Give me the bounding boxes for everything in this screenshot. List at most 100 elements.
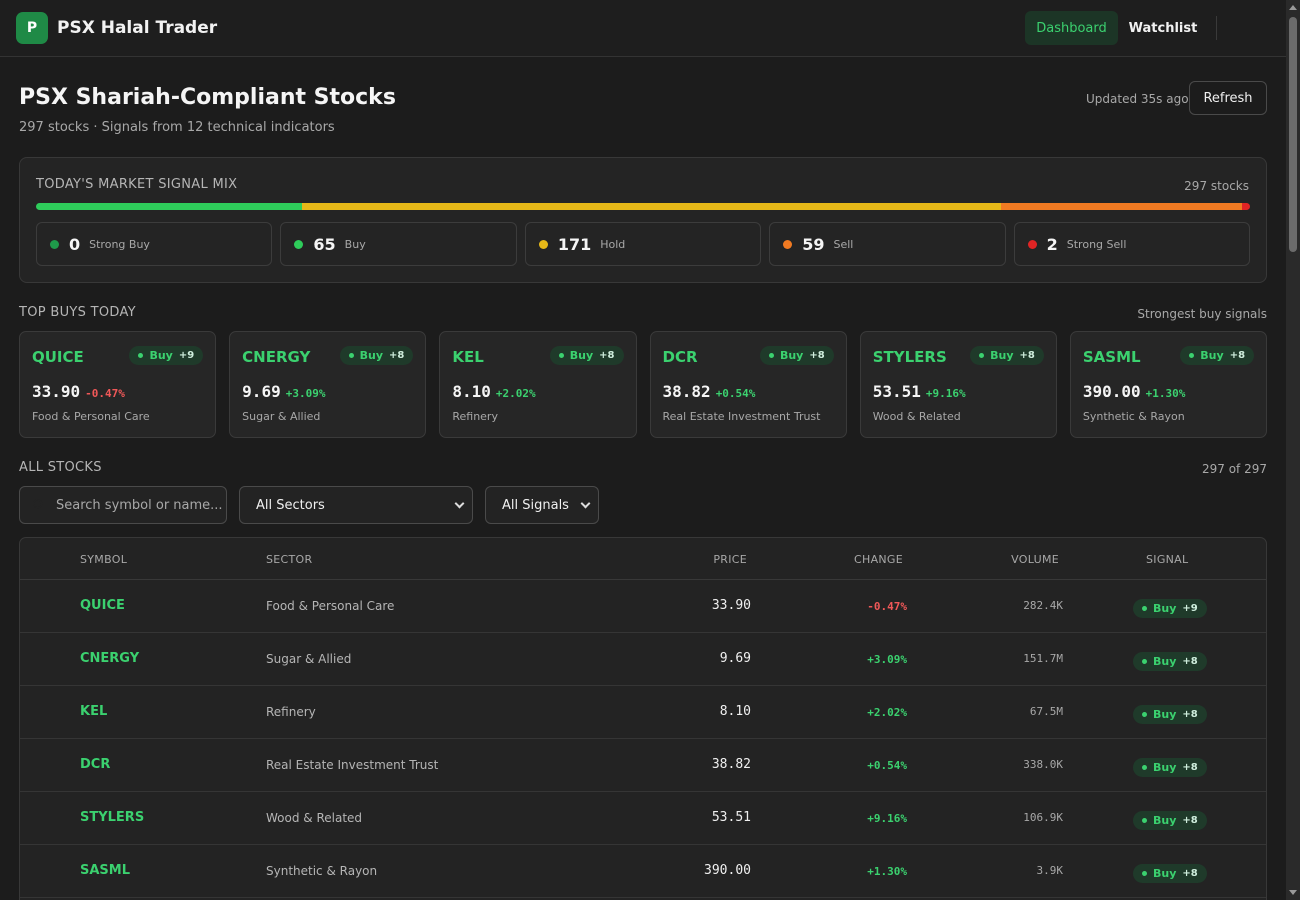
card-price: 33.90 -0.47% (32, 382, 125, 401)
table-row[interactable]: QUICE Food & Personal Care 33.90 -0.47% 282.… (20, 580, 1266, 633)
col-symbol[interactable]: SYMBOL (80, 553, 128, 566)
row-change: +1.30% (867, 865, 907, 878)
signal-filter-select[interactable]: All Signals (485, 486, 599, 524)
updated-status: Updated 35s ago (1086, 92, 1189, 106)
signal-label: Buy (1153, 867, 1177, 880)
row-sector: Refinery (266, 705, 316, 719)
signal-mix-count: 0 (69, 234, 81, 254)
refresh-button[interactable]: Refresh (1189, 81, 1267, 115)
top-buy-card[interactable]: DCR Buy +8 38.82 +0.54% Real Estate Investmen… (649, 331, 847, 438)
signal-badge: Buy +9 (129, 346, 204, 365)
scroll-up-icon[interactable] (1289, 5, 1297, 10)
col-change[interactable]: CHANGE (854, 553, 903, 566)
signal-badge: Buy +8 (1133, 864, 1207, 883)
signal-mix-label: Sell (833, 237, 854, 251)
scrollbar-thumb[interactable] (1289, 17, 1297, 252)
signal-mix-count: 2 (1046, 234, 1058, 254)
card-sector: Refinery (452, 410, 498, 423)
card-sector: Sugar & Allied (242, 410, 321, 423)
signal-label: Buy (1153, 814, 1177, 827)
signal-badge: Buy +8 (1133, 705, 1207, 724)
signal-label: Buy (569, 349, 594, 362)
chevron-down-icon (454, 498, 465, 509)
row-symbol[interactable]: QUICE (80, 598, 125, 613)
status-dot-icon (538, 239, 548, 249)
stocks-table: SYMBOL SECTOR PRICE CHANGE VOLUME SIGNAL… (19, 537, 1267, 900)
search-input[interactable]: Search symbol or name... (19, 486, 227, 524)
card-symbol: DCR (662, 348, 698, 366)
col-signal[interactable]: SIGNAL (1146, 553, 1189, 566)
signal-mix-item[interactable]: 0 Strong Buy (36, 222, 273, 266)
table-row[interactable]: KEL Refinery 8.10 +2.02% 67.5M Buy +8 (20, 686, 1266, 739)
row-symbol[interactable]: DCR (80, 757, 111, 772)
signal-score: +8 (599, 350, 615, 361)
row-price: 8.10 (719, 704, 751, 719)
table-row[interactable]: DCR Real Estate Investment Trust 38.82 +0.5… (20, 739, 1266, 792)
row-volume: 338.0K (1023, 758, 1063, 771)
card-symbol: CNERGY (242, 348, 311, 366)
signal-label: Buy (1153, 708, 1177, 721)
card-sector: Food & Personal Care (32, 410, 150, 423)
card-price-value: 53.51 (872, 382, 921, 401)
scroll-down-icon[interactable] (1289, 890, 1297, 895)
card-change: +1.30% (1145, 387, 1186, 400)
signal-dot-icon (1142, 606, 1147, 611)
card-symbol: SASML (1082, 348, 1141, 366)
card-symbol: QUICE (32, 348, 84, 366)
signal-score: +8 (389, 350, 405, 361)
nav-dashboard[interactable]: Dashboard (1025, 11, 1118, 45)
row-symbol[interactable]: STYLERS (80, 810, 145, 825)
card-sector: Real Estate Investment Trust (662, 410, 821, 423)
row-symbol[interactable]: CNERGY (80, 651, 140, 666)
top-buy-card[interactable]: KEL Buy +8 8.10 +2.02% Refinery (439, 331, 637, 438)
row-volume: 106.9K (1023, 811, 1063, 824)
top-buy-card[interactable]: SASML Buy +8 390.00 +1.30% Synthetic & Rayon (1069, 331, 1268, 438)
signal-score: +8 (1182, 656, 1198, 667)
signal-mix-item[interactable]: 2 Strong Sell (1013, 222, 1251, 266)
nav-watchlist[interactable]: Watchlist (1128, 20, 1198, 36)
search-placeholder: Search symbol or name... (56, 497, 223, 513)
search-icon (33, 499, 43, 509)
row-symbol[interactable]: SASML (80, 863, 131, 878)
signal-mix-item[interactable]: 65 Buy (280, 222, 517, 266)
table-row[interactable]: CNERGY Sugar & Allied 9.69 +3.09% 151.7M Buy +… (20, 633, 1266, 686)
row-sector: Synthetic & Rayon (266, 864, 378, 878)
app-name[interactable]: PSX Halal Trader (57, 18, 218, 38)
card-change: +3.09% (285, 387, 326, 400)
signal-badge: Buy +8 (549, 346, 624, 365)
row-change: +2.02% (867, 706, 907, 719)
col-volume[interactable]: VOLUME (1011, 553, 1059, 566)
table-row[interactable]: STYLERS Wood & Related 53.51 +9.16% 106.9K Bu… (20, 792, 1266, 845)
signal-mix-item[interactable]: 171 Hold (524, 222, 762, 266)
all-stocks-count: 297 of 297 (1201, 462, 1267, 476)
top-buys-title: TOP BUYS TODAY (19, 305, 136, 320)
signal-dot-icon (138, 353, 144, 358)
row-price: 53.51 (711, 810, 751, 825)
signal-dot-icon (558, 353, 564, 358)
card-price: 53.51 +9.16% (873, 382, 966, 401)
card-price-value: 390.00 (1082, 382, 1141, 401)
card-sector: Wood & Related (872, 410, 961, 423)
signal-badge: Buy +8 (759, 346, 834, 365)
top-buys-caption: Strongest buy signals (1137, 307, 1267, 321)
col-price[interactable]: PRICE (713, 553, 747, 566)
top-buy-card[interactable]: STYLERS Buy +8 53.51 +9.16% Wood & Related (859, 331, 1057, 438)
page-scrollbar[interactable] (1286, 0, 1300, 900)
card-change: +9.16% (925, 387, 966, 400)
table-row[interactable]: SASML Synthetic & Rayon 390.00 +1.30% 3.9K Bu… (20, 845, 1266, 898)
row-symbol[interactable]: KEL (80, 704, 108, 719)
col-sector[interactable]: SECTOR (266, 553, 313, 566)
signal-dot-icon (348, 353, 354, 358)
top-buy-card[interactable]: QUICE Buy +9 33.90 -0.47% Food & Personal Car… (19, 331, 217, 438)
signal-mix-item[interactable]: 59 Sell (769, 222, 1006, 266)
row-price: 390.00 (704, 863, 751, 878)
app-logo[interactable]: P (16, 12, 48, 44)
sector-filter-select[interactable]: All Sectors (239, 486, 473, 524)
top-buy-card[interactable]: CNERGY Buy +8 9.69 +3.09% Sugar & Allied (229, 331, 427, 438)
signal-score: +9 (178, 350, 195, 361)
row-price: 33.90 (711, 598, 751, 613)
signal-label: Buy (149, 349, 173, 362)
page-title: PSX Shariah-Compliant Stocks (19, 85, 396, 110)
row-signal: Buy +8 (1133, 861, 1207, 883)
signal-label: Buy (779, 349, 804, 362)
